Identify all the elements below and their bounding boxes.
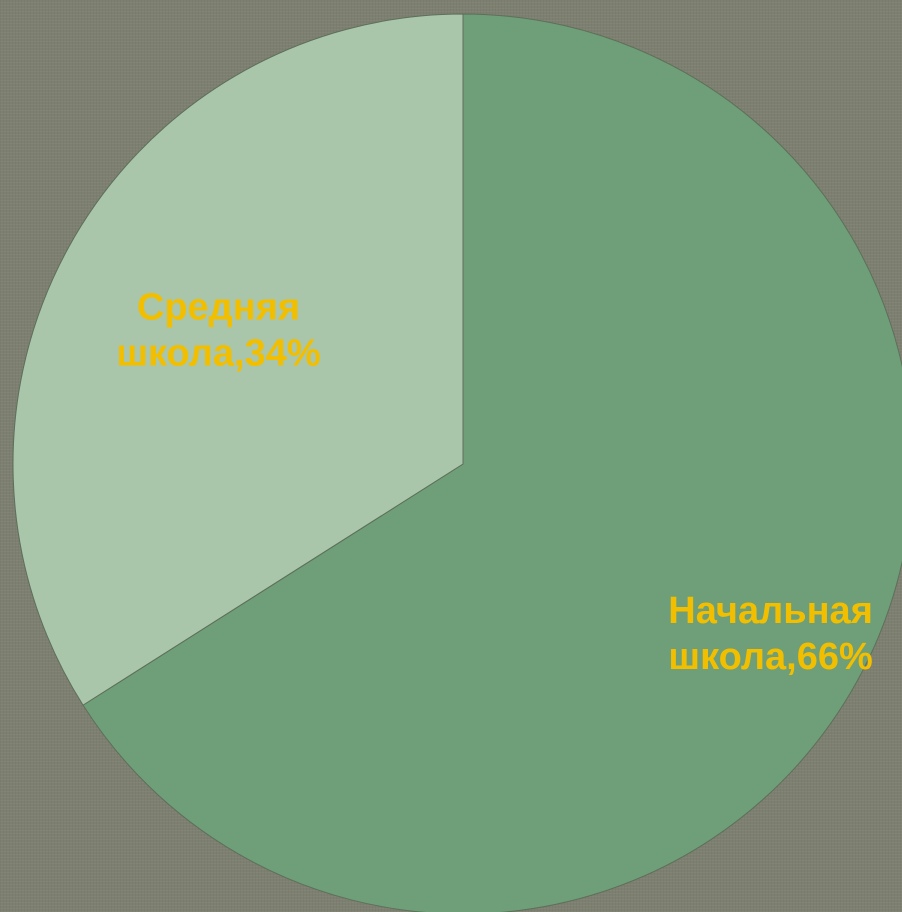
pie-slice-nachalnaya-shkola <box>82 13 902 912</box>
pie-slices <box>12 13 902 912</box>
data-label-nachalnaya-shkola: Начальная школа,66% <box>668 590 873 678</box>
pie-slice-srednyaya-shkola <box>12 13 464 706</box>
data-label-line: Средняя <box>137 287 300 329</box>
data-label-line: Начальная <box>668 590 873 632</box>
data-label-srednyaya-shkola: Средняя школа,34% <box>116 287 320 375</box>
data-label-line: школа,66% <box>668 636 872 678</box>
pie-data-labels: Начальная школа,66% Средняя школа,34% <box>116 287 873 679</box>
data-label-line: школа,34% <box>116 333 320 375</box>
